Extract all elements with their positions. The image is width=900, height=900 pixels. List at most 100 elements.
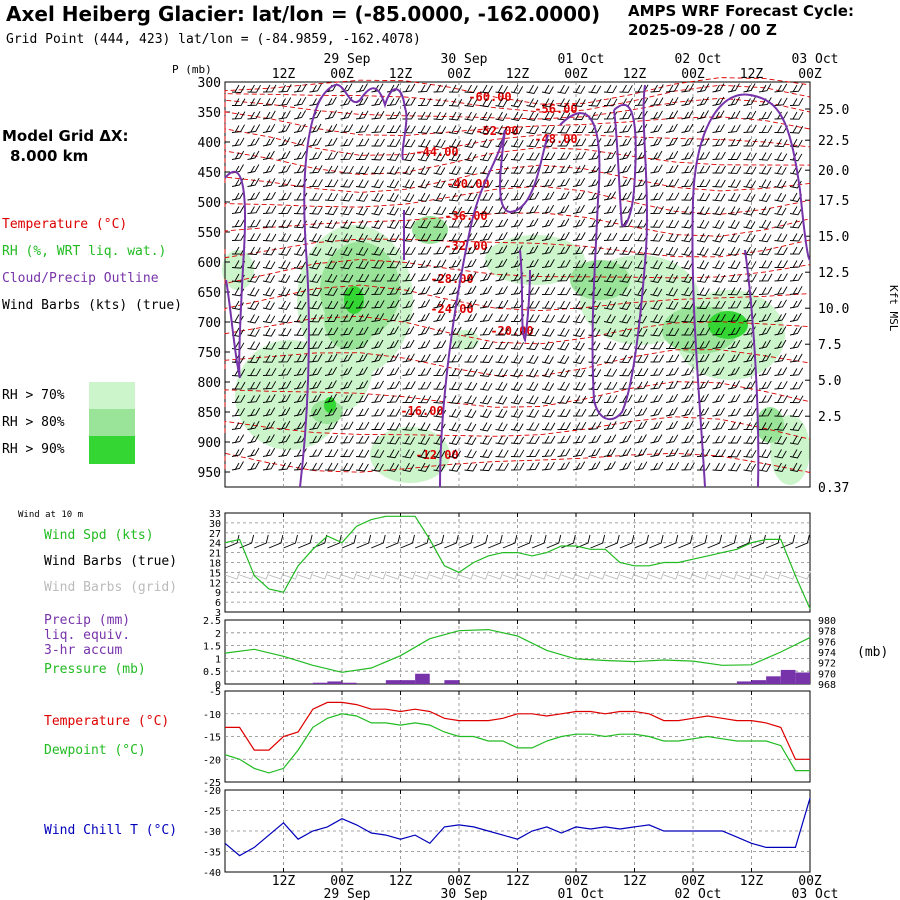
wind-barb — [262, 191, 276, 201]
wind-barb — [309, 233, 322, 243]
wind-barb-grid — [371, 570, 387, 580]
wind-barb — [541, 259, 555, 268]
wind-barb — [262, 233, 277, 242]
wind-barb — [634, 354, 649, 363]
wind-barb — [309, 287, 322, 297]
wind-barb — [743, 138, 757, 147]
wind-barb — [464, 313, 477, 322]
wind-barb-grid — [327, 570, 343, 580]
wind-barb — [758, 152, 772, 161]
bottom-hour-label: 12Z — [389, 874, 413, 889]
wind-barb — [371, 206, 384, 216]
wind-barb — [557, 287, 571, 296]
wind-barb — [371, 246, 385, 256]
wind-barb — [417, 381, 432, 390]
bottom-date-label: 02 Oct — [675, 887, 722, 900]
wind-barb — [588, 354, 601, 364]
wind-barb — [479, 299, 493, 309]
wind-barb — [665, 137, 678, 147]
wind-barb — [417, 84, 432, 93]
top-hour-label: 12Z — [389, 67, 413, 82]
wind-tick-label: 3 — [215, 608, 221, 619]
wind-barb-grid — [648, 570, 665, 580]
wind-barb — [758, 408, 773, 417]
wind-barb — [355, 407, 369, 417]
wind-barb — [278, 206, 292, 214]
wind-barb — [650, 380, 664, 390]
wind-barb — [247, 273, 260, 283]
wind-barb — [479, 98, 493, 108]
wind-barb-true — [371, 534, 386, 549]
wind-barb — [650, 97, 664, 106]
wind-barb — [371, 313, 385, 322]
wind-barb — [557, 314, 571, 323]
wind-barb — [309, 219, 323, 229]
wind-barb — [650, 206, 664, 214]
wind-barb — [510, 395, 523, 405]
wind-barb — [448, 84, 463, 93]
label-wind-chill: Wind Chill T (°C) — [44, 823, 178, 838]
wind-barb — [479, 138, 492, 149]
wind-barb — [588, 447, 601, 457]
wind-barb — [293, 192, 308, 201]
precip-tick-label: 0 — [215, 680, 221, 691]
wind-barb — [758, 206, 771, 216]
wind-barb — [619, 354, 633, 364]
wind-barb — [743, 394, 757, 403]
wind-barb — [712, 246, 725, 257]
wind-barb — [495, 98, 508, 108]
wind-barb — [231, 124, 245, 133]
wind-barb — [743, 96, 756, 106]
pressure-tick-label: 970 — [818, 669, 836, 680]
wind-barb — [681, 353, 695, 363]
wind-barb — [355, 165, 370, 175]
wind-barb — [634, 177, 648, 187]
wind-barb — [526, 314, 540, 323]
wind-barb — [743, 219, 756, 230]
wind-barb — [743, 152, 757, 161]
temperature-contour-label: -36.00 — [444, 209, 487, 223]
wind-barb — [789, 299, 803, 309]
wind-barb — [681, 273, 694, 284]
wind-barb — [479, 449, 493, 458]
wind-barb — [526, 435, 540, 444]
wind-barb — [557, 245, 571, 255]
wind-barb — [495, 327, 509, 336]
wind-barb — [464, 179, 478, 188]
wind-barb — [712, 366, 725, 376]
wind-barb — [603, 260, 618, 269]
wind-barb — [464, 408, 477, 419]
wind-barb — [355, 353, 368, 363]
wind-barb — [557, 300, 571, 310]
wind-barb — [712, 449, 726, 457]
wind-barb — [526, 98, 539, 108]
wind-barb — [355, 313, 369, 322]
wind-barb — [340, 393, 353, 403]
wind-barb — [665, 354, 680, 363]
top-hour-label: 00Z — [798, 67, 822, 82]
wind-barb — [417, 312, 430, 322]
wind-barb — [557, 341, 570, 351]
wind-barb — [464, 435, 477, 446]
cloud-precip-outline — [519, 249, 531, 344]
wind-barb — [448, 111, 462, 121]
wind-barb — [650, 393, 663, 403]
wind-barb — [448, 152, 461, 162]
wind-barb — [557, 218, 570, 228]
wind-barb — [355, 138, 370, 147]
wind-barb — [712, 219, 725, 229]
wind-barb — [278, 448, 291, 457]
wind-barb — [495, 231, 508, 241]
wind-barb — [386, 394, 401, 403]
wind-barb — [789, 312, 802, 322]
legend-wind-barbs: Wind Barbs (kts) (true) — [2, 298, 183, 313]
wind-barb — [262, 461, 276, 471]
wind-barb — [247, 354, 261, 364]
wind-barb — [402, 462, 415, 473]
wind-barb — [231, 300, 244, 311]
pressure-tick-label: 900 — [198, 436, 221, 451]
pressure-tick-label: 974 — [818, 648, 836, 659]
label-dewpoint: Dewpoint (°C) — [44, 743, 146, 758]
wind-barb — [541, 341, 555, 351]
wind-barb — [340, 435, 354, 444]
